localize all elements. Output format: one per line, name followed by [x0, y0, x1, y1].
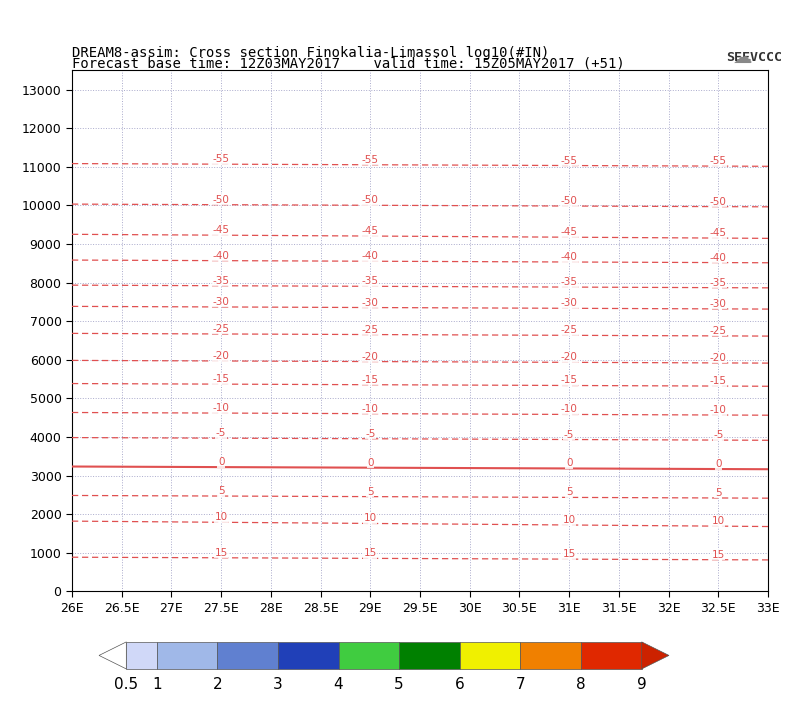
Text: -30: -30 — [213, 297, 230, 307]
Text: 5: 5 — [566, 487, 573, 498]
Bar — [399, 642, 460, 669]
Text: -35: -35 — [561, 277, 578, 287]
Text: -10: -10 — [710, 405, 726, 415]
Text: -50: -50 — [710, 196, 726, 206]
Text: 15: 15 — [562, 549, 576, 559]
Text: 1: 1 — [152, 677, 162, 692]
Text: -25: -25 — [561, 325, 578, 335]
Text: 0.5: 0.5 — [114, 677, 138, 692]
Text: -30: -30 — [362, 298, 378, 308]
Text: -15: -15 — [213, 374, 230, 384]
Text: -20: -20 — [362, 351, 378, 362]
Bar — [581, 642, 642, 669]
Text: -15: -15 — [710, 376, 726, 386]
Text: 4: 4 — [334, 677, 343, 692]
Text: -20: -20 — [561, 352, 578, 363]
Text: -45: -45 — [561, 227, 578, 237]
Text: -20: -20 — [213, 351, 230, 361]
Text: -10: -10 — [213, 403, 230, 413]
Bar — [278, 642, 338, 669]
Text: 15: 15 — [364, 548, 377, 558]
Text: 10: 10 — [562, 515, 576, 525]
Text: -45: -45 — [710, 228, 726, 238]
Text: 0: 0 — [218, 457, 224, 467]
Text: 2: 2 — [213, 677, 222, 692]
Text: -30: -30 — [561, 298, 578, 308]
FancyArrow shape — [99, 642, 126, 669]
Text: -40: -40 — [213, 251, 230, 260]
Text: -50: -50 — [213, 195, 230, 205]
Text: DREAM8-assim: Cross section Finokalia-Limassol log10(#IN): DREAM8-assim: Cross section Finokalia-Li… — [72, 46, 550, 60]
Text: 9: 9 — [637, 677, 646, 692]
Bar — [126, 642, 157, 669]
Text: Forecast base time: 12Z03MAY2017    valid time: 15Z05MAY2017 (+51): Forecast base time: 12Z03MAY2017 valid t… — [72, 56, 625, 70]
Text: -40: -40 — [561, 252, 578, 262]
Text: -10: -10 — [362, 403, 378, 414]
Bar — [157, 642, 218, 669]
Text: 5: 5 — [715, 488, 722, 498]
Text: -50: -50 — [561, 196, 578, 206]
Text: 15: 15 — [712, 550, 725, 560]
Text: ☁: ☁ — [733, 49, 752, 67]
Text: -40: -40 — [710, 253, 726, 263]
Text: -5: -5 — [365, 429, 375, 439]
Text: 8: 8 — [576, 677, 586, 692]
Text: -30: -30 — [710, 299, 726, 309]
Text: 5: 5 — [394, 677, 404, 692]
Text: -10: -10 — [561, 404, 578, 415]
Text: -55: -55 — [561, 156, 578, 165]
Text: 0: 0 — [566, 458, 572, 468]
Text: -5: -5 — [216, 428, 226, 438]
Bar — [521, 642, 581, 669]
Text: -35: -35 — [710, 277, 726, 288]
Text: 10: 10 — [712, 516, 725, 526]
Text: SEEVCCC: SEEVCCC — [726, 51, 782, 64]
Text: 5: 5 — [218, 486, 225, 496]
Text: -40: -40 — [362, 251, 378, 261]
Bar — [460, 642, 521, 669]
Text: -50: -50 — [362, 195, 378, 206]
Text: -25: -25 — [213, 324, 230, 334]
Text: 0: 0 — [367, 458, 374, 467]
Text: 7: 7 — [516, 677, 526, 692]
Text: 15: 15 — [214, 548, 228, 558]
Text: -25: -25 — [362, 325, 378, 334]
Text: -55: -55 — [710, 156, 726, 166]
Text: -35: -35 — [213, 276, 230, 286]
Text: -35: -35 — [362, 276, 378, 287]
Text: -15: -15 — [561, 375, 578, 386]
Text: 10: 10 — [214, 513, 228, 522]
Text: 5: 5 — [367, 486, 374, 496]
Bar — [338, 642, 399, 669]
Bar — [218, 642, 278, 669]
Text: 10: 10 — [364, 513, 377, 524]
Text: 6: 6 — [455, 677, 465, 692]
FancyArrow shape — [642, 642, 669, 669]
Text: -5: -5 — [564, 429, 574, 439]
Text: 3: 3 — [273, 677, 282, 692]
Text: -20: -20 — [710, 353, 726, 363]
Text: -5: -5 — [713, 430, 723, 440]
Text: -45: -45 — [362, 226, 378, 236]
Text: -45: -45 — [213, 225, 230, 235]
Text: -55: -55 — [362, 155, 378, 165]
Text: -55: -55 — [213, 154, 230, 164]
Text: -25: -25 — [710, 326, 726, 336]
Text: 0: 0 — [715, 459, 722, 469]
Text: -15: -15 — [362, 375, 378, 384]
